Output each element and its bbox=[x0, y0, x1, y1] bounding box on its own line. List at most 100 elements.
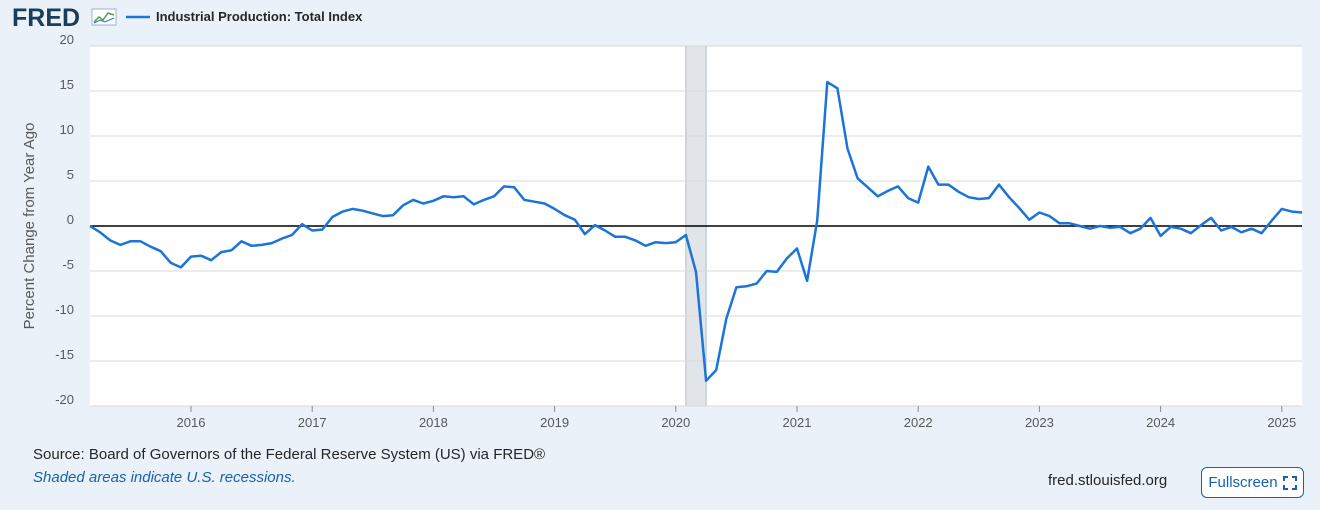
data-point bbox=[462, 194, 466, 198]
data-point bbox=[704, 379, 708, 383]
x-tick-label: 2019 bbox=[540, 415, 569, 430]
data-point bbox=[765, 269, 769, 273]
data-point bbox=[1088, 227, 1092, 231]
data-point bbox=[442, 194, 446, 198]
data-point bbox=[1118, 225, 1122, 229]
data-point bbox=[1169, 225, 1173, 229]
data-point bbox=[320, 228, 324, 232]
data-point bbox=[674, 240, 678, 244]
data-point bbox=[1078, 224, 1082, 228]
y-tick-label: -20 bbox=[55, 392, 74, 407]
data-point bbox=[179, 265, 183, 269]
data-point bbox=[573, 218, 577, 222]
data-point bbox=[199, 254, 203, 258]
data-point bbox=[401, 203, 405, 207]
data-point bbox=[553, 207, 557, 211]
x-tick-label: 2018 bbox=[419, 415, 448, 430]
data-point bbox=[1138, 227, 1142, 231]
data-point bbox=[1048, 214, 1052, 218]
data-point bbox=[472, 202, 476, 206]
legend-label: Industrial Production: Total Index bbox=[156, 9, 363, 24]
data-point bbox=[1280, 207, 1284, 211]
data-point bbox=[209, 258, 213, 262]
x-tick-label: 2022 bbox=[904, 415, 933, 430]
data-point bbox=[805, 279, 809, 283]
data-point bbox=[280, 237, 284, 241]
data-point bbox=[623, 235, 627, 239]
data-point bbox=[118, 243, 122, 247]
data-point bbox=[1209, 216, 1213, 220]
data-point bbox=[431, 199, 435, 203]
series-line[interactable] bbox=[89, 80, 1303, 383]
data-point bbox=[98, 230, 102, 234]
data-point bbox=[1219, 229, 1223, 233]
data-point bbox=[926, 165, 930, 169]
data-point bbox=[310, 229, 314, 233]
fullscreen-icon bbox=[1282, 475, 1297, 490]
data-point bbox=[1270, 219, 1274, 223]
x-tick-label: 2025 bbox=[1267, 415, 1296, 430]
data-point bbox=[502, 184, 506, 188]
y-tick-label: 10 bbox=[60, 122, 74, 137]
data-point bbox=[1290, 210, 1294, 214]
series-layer bbox=[88, 80, 1303, 383]
data-point bbox=[825, 80, 829, 84]
data-point bbox=[755, 282, 759, 286]
data-point bbox=[967, 195, 971, 199]
data-point bbox=[391, 213, 395, 217]
data-point bbox=[411, 198, 415, 202]
data-point bbox=[139, 239, 143, 243]
data-point bbox=[1058, 221, 1062, 225]
data-point bbox=[916, 201, 920, 205]
data-point bbox=[1037, 211, 1041, 215]
data-point bbox=[795, 247, 799, 251]
data-point bbox=[1128, 231, 1132, 235]
source-note: Source: Board of Governors of the Federa… bbox=[33, 446, 546, 463]
data-point bbox=[957, 190, 961, 194]
data-point bbox=[88, 224, 92, 228]
x-tick-label: 2016 bbox=[177, 415, 206, 430]
data-point bbox=[149, 245, 153, 249]
data-point bbox=[189, 255, 193, 259]
y-axis-ticks: 20 15 10 5 0 -5 -10 -15 -20 bbox=[55, 32, 74, 407]
data-point bbox=[300, 222, 304, 226]
data-point bbox=[724, 317, 728, 321]
site-url[interactable]: fred.stlouisfed.org bbox=[1048, 472, 1168, 489]
x-tick-label: 2017 bbox=[298, 415, 327, 430]
data-point bbox=[987, 196, 991, 200]
data-point bbox=[250, 244, 254, 248]
data-point bbox=[219, 250, 223, 254]
data-point bbox=[1260, 231, 1264, 235]
fullscreen-button[interactable]: Fullscreen bbox=[1201, 467, 1304, 498]
data-point bbox=[654, 240, 658, 244]
data-point bbox=[543, 202, 547, 206]
data-point bbox=[532, 200, 536, 204]
data-point bbox=[452, 195, 456, 199]
data-point bbox=[169, 261, 173, 265]
data-point bbox=[1250, 227, 1254, 231]
data-point bbox=[977, 197, 981, 201]
fred-logo-text: FRED bbox=[12, 4, 80, 32]
fred-logo[interactable]: FRED bbox=[12, 4, 117, 32]
data-point bbox=[421, 202, 425, 206]
x-axis-ticks: 2016 2017 2018 2019 2020 2021 2022 2023 2024 2025 bbox=[177, 406, 1296, 430]
data-point bbox=[694, 270, 698, 274]
data-point bbox=[351, 207, 355, 211]
y-tick-label: 5 bbox=[67, 167, 74, 182]
logo-chart-icon bbox=[91, 8, 117, 26]
grid-layer bbox=[90, 45, 1302, 407]
data-point bbox=[1068, 221, 1072, 225]
data-point bbox=[260, 243, 264, 247]
data-point bbox=[896, 184, 900, 188]
data-point bbox=[856, 176, 860, 180]
data-point bbox=[240, 239, 244, 243]
data-point bbox=[381, 214, 385, 218]
data-point bbox=[1098, 224, 1102, 228]
data-point bbox=[633, 238, 637, 242]
data-point bbox=[159, 249, 163, 253]
data-point bbox=[1189, 231, 1193, 235]
data-point bbox=[745, 284, 749, 288]
data-point bbox=[290, 233, 294, 237]
data-point bbox=[1239, 230, 1243, 234]
